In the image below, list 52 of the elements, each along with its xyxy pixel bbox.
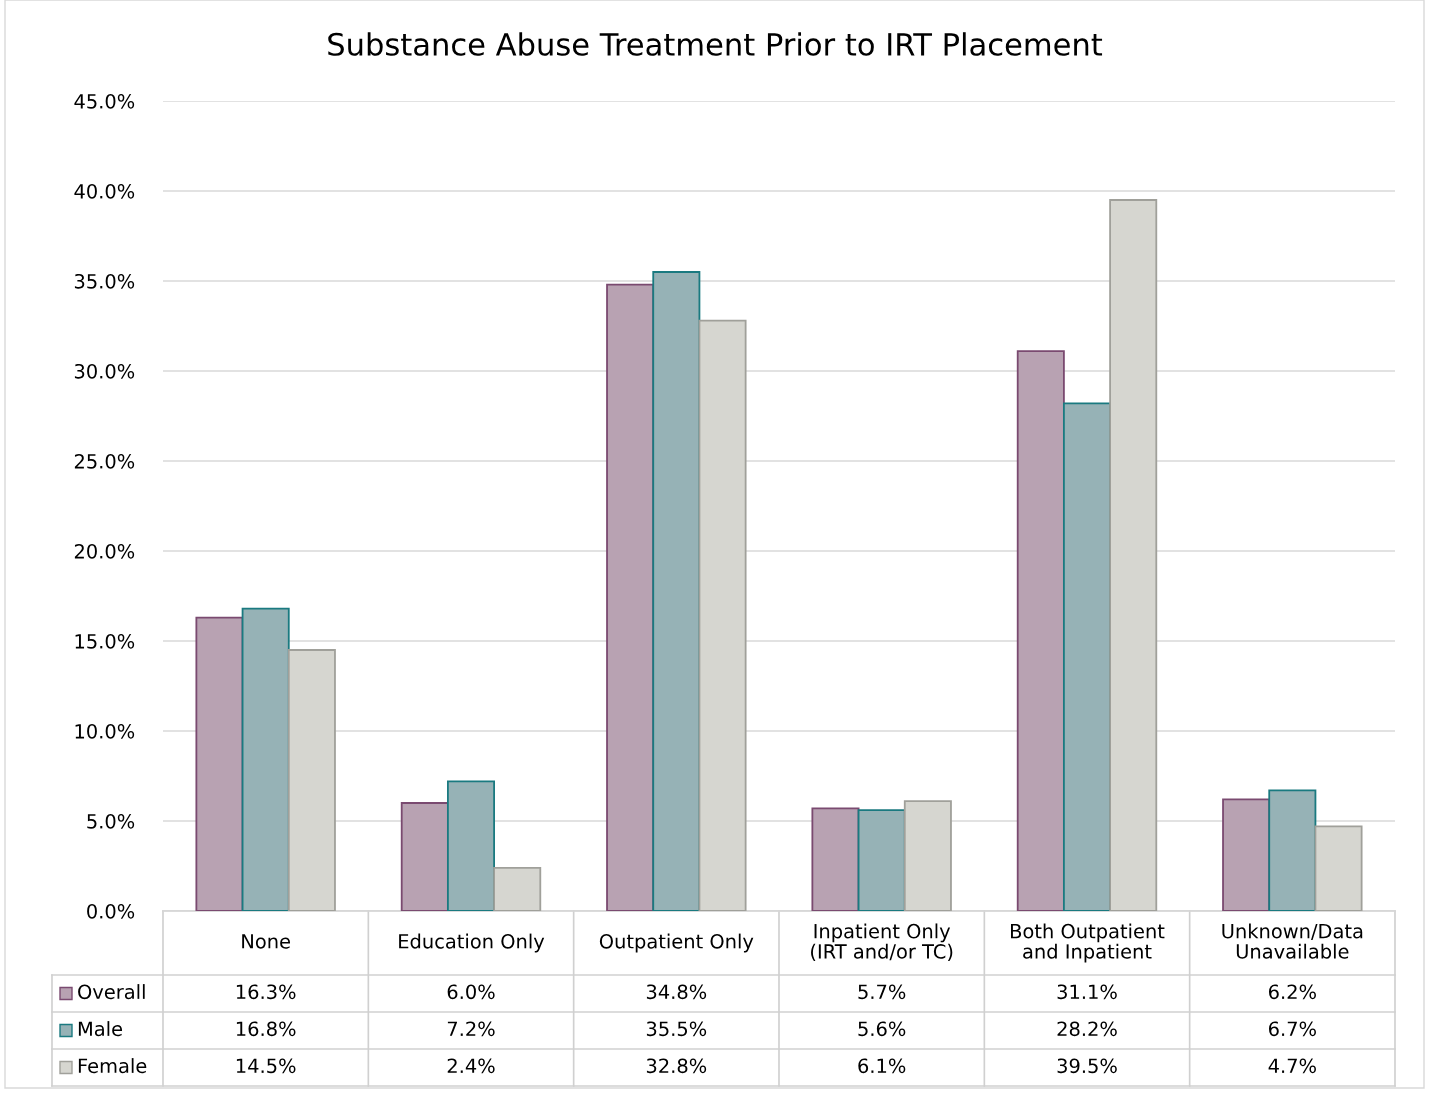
y-tick-label: 20.0% (74, 543, 135, 559)
bar (652, 271, 701, 911)
bar (195, 616, 244, 911)
bar (241, 607, 290, 911)
data-label: 16.3% (236, 984, 296, 1000)
y-tick-label: 45.0% (74, 93, 135, 109)
data-label: 28.2% (1057, 1021, 1117, 1037)
bar (1222, 798, 1271, 911)
data-label: 7.2% (447, 1021, 495, 1037)
data-label: 6.0% (447, 984, 495, 1000)
x-tick-label: Unknown/Data Unavailable (1222, 923, 1363, 959)
x-tick-label: Inpatient Only (IRT and/or TC) (811, 923, 953, 962)
y-tick-label: 0.0% (87, 903, 135, 919)
data-label: 5.6% (858, 1021, 906, 1037)
bar (400, 802, 449, 911)
bar (446, 780, 496, 911)
data-label: 34.8% (646, 984, 707, 1000)
x-tick-label: Outpatient Only (599, 933, 754, 953)
legend-label: Overall (78, 984, 145, 1000)
bar (1268, 789, 1317, 911)
data-label: 16.8% (236, 1021, 296, 1037)
y-tick-label: 25.0% (74, 453, 135, 469)
data-label: 6.7% (1268, 1021, 1316, 1037)
data-label: 6.1% (858, 1058, 906, 1074)
legend-label: Female (78, 1058, 147, 1074)
data-label: 14.5% (236, 1058, 296, 1074)
chart-title: Substance Abuse Treatment Prior to IRT Placement (328, 32, 1103, 56)
y-tick-label: 10.0% (75, 723, 135, 739)
y-tick-label: 5.0% (87, 813, 135, 829)
data-label: 6.2% (1268, 984, 1316, 1000)
x-tick-label: Both Outpatient and Inpatient (1011, 923, 1165, 963)
data-label: 4.7% (1268, 1058, 1316, 1074)
y-tick-label: 15.0% (75, 633, 135, 649)
data-label: 39.5% (1057, 1058, 1117, 1074)
bar (1062, 402, 1112, 911)
data-label: 32.8% (646, 1058, 707, 1074)
y-tick-label: 30.0% (74, 363, 135, 379)
data-label: 31.1% (1057, 984, 1117, 1000)
bar (857, 809, 906, 911)
data-label: 5.7% (858, 984, 906, 1000)
y-tick-label: 35.0% (74, 273, 135, 289)
bar (606, 283, 655, 911)
y-tick-label: 40.0% (74, 183, 135, 199)
x-tick-label: Education Only (399, 933, 545, 953)
legend-label: Male (78, 1021, 123, 1037)
data-label: 2.4% (447, 1058, 495, 1074)
bar (1016, 350, 1065, 911)
bar (1314, 825, 1363, 911)
bar (811, 807, 860, 911)
x-tick-label: None (242, 934, 290, 949)
data-label: 35.5% (646, 1021, 707, 1037)
bar (493, 866, 542, 911)
